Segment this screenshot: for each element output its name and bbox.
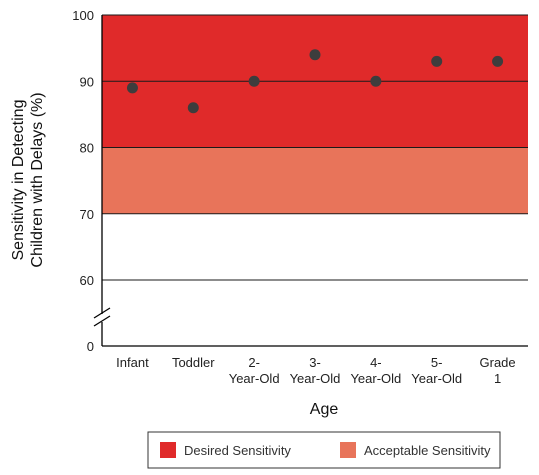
y-axis-title-line-2: Children with Delays (%) xyxy=(29,92,46,267)
x-tick-label-line: 2- xyxy=(248,355,260,370)
y-tick-label-60: 60 xyxy=(80,273,94,288)
y-axis-title-line-1: Sensitivity in Detecting xyxy=(10,100,27,261)
x-tick-label-line: Year-Old xyxy=(350,371,401,386)
x-tick-label-line: 3- xyxy=(309,355,321,370)
band-layer xyxy=(102,15,528,214)
legend: Desired Sensitivity Acceptable Sensitivi… xyxy=(147,431,501,469)
y-tick-label-0: 0 xyxy=(87,339,94,354)
x-tick-label-line: Infant xyxy=(116,355,149,370)
y-tick-label-70: 70 xyxy=(80,207,94,222)
data-point-layer xyxy=(126,49,504,114)
legend-label-acceptable: Acceptable Sensitivity xyxy=(364,443,491,458)
x-tick-label-line: Grade xyxy=(480,355,516,370)
y-tick-label-80: 80 xyxy=(80,141,94,156)
x-tick-label-line: 1 xyxy=(494,371,501,386)
data-point xyxy=(370,75,382,87)
x-tick-label: 3-Year-Old xyxy=(290,355,341,386)
x-tick-label: 5-Year-Old xyxy=(411,355,462,386)
x-tick-label-line: Toddler xyxy=(172,355,215,370)
x-tick-label: Toddler xyxy=(172,355,215,370)
y-axis-title: Sensitivity in Detecting Children with D… xyxy=(10,92,46,267)
y-tick-label-layer: 0 60 70 80 90 100 xyxy=(72,8,94,354)
x-tick-label-line: Year-Old xyxy=(411,371,462,386)
axis-break-mark-lower xyxy=(93,315,111,327)
band-acceptable xyxy=(102,147,528,214)
x-axis-title: Age xyxy=(310,401,339,418)
x-tick-label-line: Year-Old xyxy=(229,371,280,386)
legend-label-desired: Desired Sensitivity xyxy=(184,443,291,458)
x-tick-label-line: 4- xyxy=(370,355,382,370)
data-point xyxy=(248,75,260,87)
data-point xyxy=(431,55,443,67)
x-tick-label-line: Year-Old xyxy=(290,371,341,386)
data-point xyxy=(187,102,199,114)
gridline-layer xyxy=(102,14,528,281)
data-point xyxy=(492,55,504,67)
axis-layer xyxy=(93,15,528,347)
data-point xyxy=(309,49,321,61)
x-tick-label-line: 5- xyxy=(431,355,443,370)
legend-swatch-desired xyxy=(160,442,176,458)
y-tick-label-90: 90 xyxy=(80,74,94,89)
axis-break-mark-upper xyxy=(93,307,111,319)
data-point xyxy=(126,82,138,94)
x-tick-label: 2-Year-Old xyxy=(229,355,280,386)
x-tick-label-layer: Infant Toddler 2-Year-Old3-Year-Old4-Year-… xyxy=(116,355,515,386)
legend-frame xyxy=(147,431,501,469)
y-tick-label-100: 100 xyxy=(72,8,94,23)
x-tick-label: 4-Year-Old xyxy=(350,355,401,386)
legend-swatch-acceptable xyxy=(340,442,356,458)
x-tick-label: Infant xyxy=(116,355,149,370)
